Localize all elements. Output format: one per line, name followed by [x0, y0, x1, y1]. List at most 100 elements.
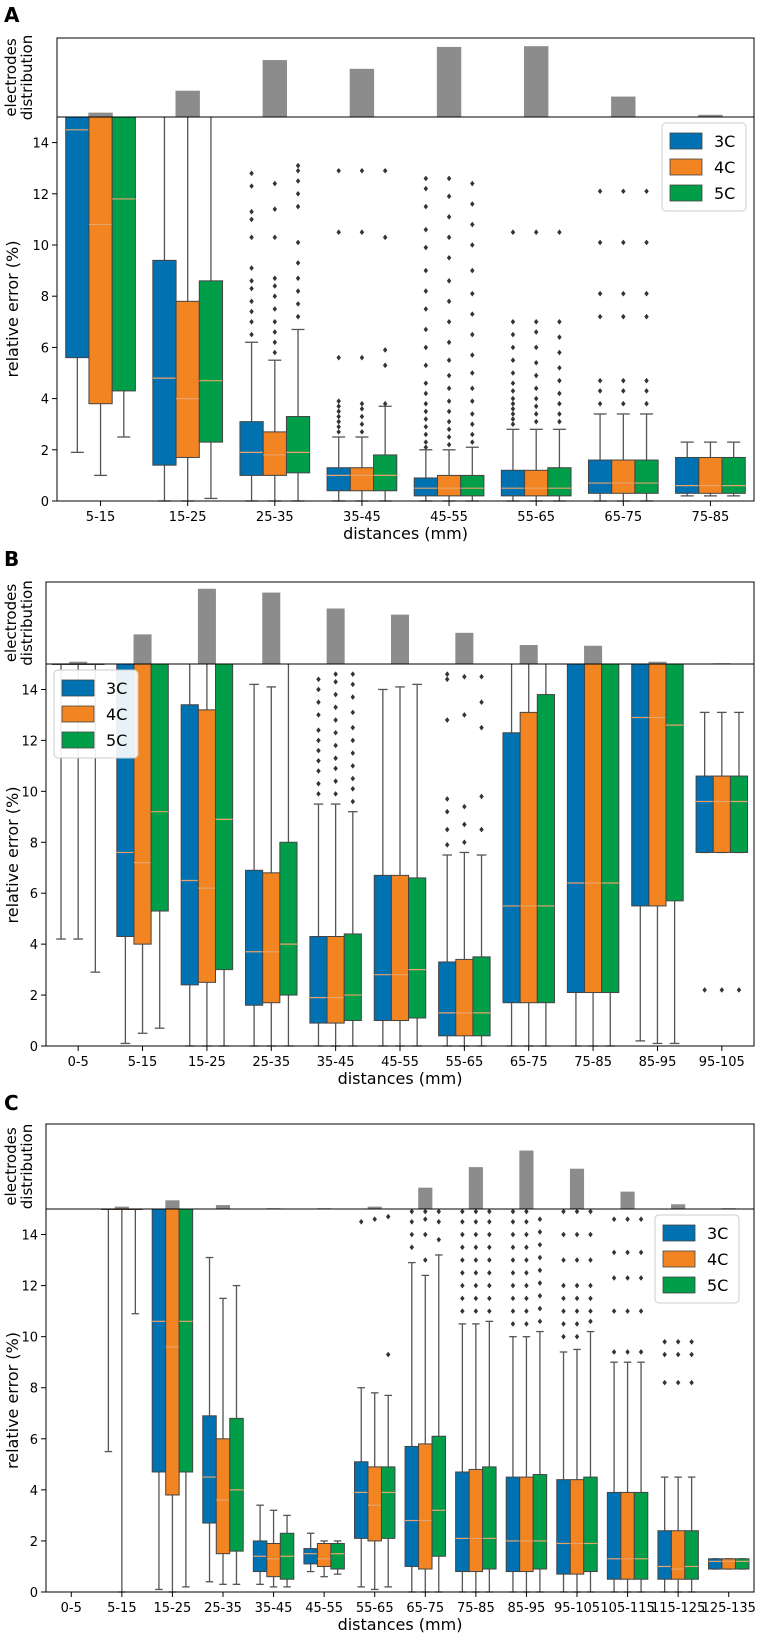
outlier-point: [423, 400, 429, 407]
outlier-point: [644, 377, 649, 384]
outlier-point: [409, 1244, 415, 1251]
outlier-point: [295, 301, 301, 307]
outlier-point: [249, 308, 254, 315]
outlier-point: [537, 1267, 543, 1274]
x-tick-label: 65-75: [604, 510, 642, 525]
outlier-point: [574, 1295, 580, 1302]
outlier-point: [336, 403, 341, 410]
outlier-point: [460, 1218, 465, 1225]
box-3c: [657, 1530, 672, 1580]
box-3c: [438, 961, 457, 1037]
box-3c: [502, 732, 521, 1004]
outlier-point: [533, 418, 539, 425]
outlier-point: [358, 1218, 364, 1225]
x-tick-label: 65-75: [406, 1601, 444, 1616]
outlier-point: [336, 167, 341, 174]
outlier-point: [295, 239, 301, 246]
outlier-point: [350, 709, 356, 716]
outlier-point: [249, 216, 254, 223]
outlier-point: [446, 398, 452, 404]
outlier-point: [423, 267, 429, 274]
outlier-point: [316, 737, 321, 744]
outlier-point: [510, 406, 516, 412]
box-3c: [245, 869, 264, 1006]
outlier-point: [460, 1270, 465, 1276]
x-tick-label: 95-105: [554, 1601, 600, 1616]
outlier-point: [689, 1351, 694, 1358]
outlier-point: [333, 778, 338, 784]
outlier-point: [385, 1213, 391, 1220]
outlier-point: [621, 290, 626, 297]
outlier-point: [597, 400, 603, 407]
box-3c: [404, 1445, 420, 1567]
outlier-point: [359, 229, 365, 235]
legend-swatch-4c: [61, 705, 95, 723]
outlier-point: [249, 234, 254, 241]
outlier-point: [510, 344, 516, 351]
outlier-point: [316, 676, 321, 683]
box-3c: [455, 1471, 470, 1573]
box-3c: [180, 704, 199, 986]
outlier-point: [446, 385, 452, 392]
hist-bar: [133, 634, 152, 664]
outlier-point: [510, 395, 516, 402]
outlier-point: [510, 421, 516, 427]
outlier-point: [675, 1379, 681, 1386]
y-tick-label: 6: [30, 887, 38, 902]
hist-bar: [468, 1167, 483, 1209]
box-4c: [88, 116, 113, 405]
x-tick-label: 25-35: [252, 1055, 290, 1070]
outlier-point: [473, 1257, 479, 1263]
outlier-point: [510, 229, 516, 235]
outlier-point: [557, 349, 562, 356]
x-tick-label: 5-15: [128, 1055, 158, 1070]
outlier-point: [689, 1338, 694, 1345]
outlier-point: [537, 1305, 543, 1312]
outlier-point: [510, 370, 516, 376]
outlier-point: [479, 793, 484, 800]
legend: 3C 4C 5C: [53, 669, 139, 759]
outlier-point: [460, 1231, 465, 1238]
outlier-point: [533, 385, 539, 392]
outlier-point: [446, 357, 452, 363]
outlier-point: [638, 1308, 644, 1314]
outlier-point: [533, 229, 539, 235]
outlier-point: [446, 214, 452, 220]
box-3c: [151, 1208, 167, 1473]
x-tick-label: 25-35: [256, 510, 294, 525]
box-4c: [584, 663, 603, 994]
hist-bar: [698, 114, 723, 117]
outlier-point: [470, 290, 475, 297]
box-4c: [524, 469, 549, 497]
outlier-point: [470, 331, 475, 338]
y-tick-label: 4: [30, 938, 38, 953]
outlier-point: [423, 362, 429, 369]
outlier-point: [611, 1249, 617, 1256]
outlier-point: [436, 1208, 442, 1215]
outlier-point: [537, 1280, 543, 1286]
x-tick-label: 25-35: [204, 1601, 242, 1616]
outlier-point: [644, 388, 649, 394]
x-tick-label: 45-55: [305, 1601, 343, 1616]
box-4c: [721, 1558, 736, 1570]
outlier-point: [446, 319, 452, 325]
outlier-point: [588, 1282, 593, 1289]
outlier-point: [557, 319, 562, 325]
outlier-point: [336, 429, 341, 435]
outlier-point: [436, 1236, 442, 1243]
outlier-point: [336, 413, 341, 420]
outlier-point: [561, 1308, 566, 1314]
outlier-point: [510, 388, 516, 394]
outlier-point: [423, 444, 429, 451]
outlier-point: [359, 413, 365, 420]
outlier-point: [336, 398, 341, 404]
outlier-point: [295, 167, 301, 174]
outlier-point: [272, 329, 278, 335]
outlier-point: [272, 293, 278, 299]
box-5c: [111, 116, 136, 392]
outlier-point: [510, 1231, 516, 1238]
box-4c: [569, 1479, 585, 1575]
plot-frame: [45, 1208, 755, 1593]
outlier-point: [444, 717, 450, 723]
